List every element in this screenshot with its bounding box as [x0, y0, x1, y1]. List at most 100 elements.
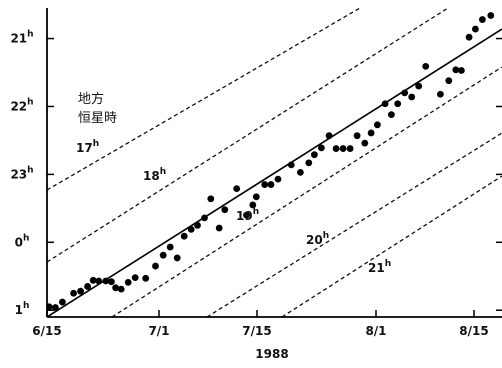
data-point [479, 16, 486, 23]
data-point [207, 195, 215, 203]
data-point [274, 175, 282, 183]
data-point [472, 25, 479, 33]
data-point [353, 132, 361, 140]
data-point [124, 278, 132, 286]
reference-line-sup: h [93, 139, 99, 149]
reference-line [206, 132, 502, 317]
data-point [233, 185, 241, 193]
data-point [332, 145, 340, 152]
reference-line-label: 20h [306, 231, 329, 247]
data-point [458, 67, 465, 74]
line-labels: 17h 18h 19h 20h 21h [76, 139, 391, 275]
data-point [166, 243, 174, 251]
data-point [311, 151, 318, 159]
data-point [267, 181, 275, 188]
data-point [437, 90, 444, 98]
legend-line-1: 地方 [78, 91, 104, 107]
reference-line-label: 17h [76, 139, 99, 155]
data-point [117, 285, 125, 293]
data-point [297, 168, 304, 176]
reference-lines [47, 8, 502, 317]
data-point [59, 298, 66, 306]
data-point [388, 111, 395, 119]
data-point [221, 206, 229, 214]
data-point [77, 287, 84, 295]
y-tick-label: 22h [10, 97, 33, 113]
x-tick-label: 7/15 [242, 324, 271, 338]
y-tick-label: 23h [10, 165, 33, 181]
x-axis-title: 1988 [255, 347, 288, 361]
data-point [89, 276, 97, 284]
data-point [305, 159, 313, 167]
data-point [142, 274, 150, 282]
reference-line-sup: h [385, 259, 391, 269]
y-tick-label: 21h [10, 30, 33, 46]
plot-frame [46, 8, 502, 318]
data-point [346, 145, 354, 152]
data-point [215, 224, 223, 232]
y-tick-sup: h [23, 301, 29, 311]
y-tick-label: 0h [15, 233, 30, 249]
y-tick-label: 1h [15, 301, 30, 317]
data-point [415, 82, 423, 90]
x-tick-label: 8/15 [459, 324, 488, 338]
data-point [108, 278, 115, 286]
data-point [339, 145, 347, 152]
y-tick-sup: h [27, 97, 33, 107]
legend: 地方 恒星時 [78, 91, 117, 126]
data-point [84, 283, 91, 290]
data-point [361, 139, 369, 147]
reference-line-sup: h [160, 167, 166, 177]
fit-line [47, 28, 502, 317]
data-point [52, 304, 59, 311]
reference-line [281, 175, 502, 317]
reference-line-label: 18h [143, 167, 166, 183]
y-tick-sup: h [27, 165, 33, 175]
data-point [318, 144, 325, 152]
x-tick-label: 8/1 [365, 324, 386, 338]
x-tick-label: 6/15 [32, 324, 61, 338]
y-tick-sup: h [23, 233, 29, 243]
y-axis: 21h 22h 23h 0h 1h [10, 30, 502, 317]
reference-line [47, 8, 361, 191]
reference-line-sup: h [253, 207, 259, 217]
fit-line-group [47, 28, 502, 317]
reference-line [47, 8, 449, 263]
data-point [47, 303, 53, 311]
data-point [374, 121, 381, 129]
data-point [112, 284, 119, 292]
legend-line-2: 恒星時 [78, 111, 117, 126]
reference-line [111, 66, 502, 317]
data-point [243, 211, 250, 219]
data-point [422, 63, 430, 70]
data-point [152, 262, 159, 270]
data-point [249, 201, 257, 209]
y-tick-sup: h [27, 30, 33, 40]
data-point [408, 93, 416, 101]
data-point [252, 193, 260, 201]
data-point [394, 100, 402, 108]
data-point [201, 214, 208, 222]
reference-line-label: 21h [368, 259, 391, 275]
data-point [180, 232, 188, 240]
data-point [95, 277, 103, 285]
x-tick-label: 7/1 [148, 324, 169, 338]
data-point [445, 77, 453, 85]
data-point [367, 129, 375, 137]
data-point [325, 132, 333, 140]
data-point [194, 221, 201, 229]
data-points [47, 12, 495, 311]
data-point [102, 277, 110, 285]
data-point [381, 100, 389, 108]
data-point [261, 181, 269, 188]
reference-line-label: 19h [236, 207, 259, 223]
data-point [131, 274, 139, 282]
data-point [452, 66, 460, 74]
x-axis: 6/15 7/1 7/15 8/1 8/15 [32, 310, 489, 338]
data-point [287, 161, 295, 169]
data-point [173, 254, 181, 262]
data-point [465, 33, 473, 41]
data-point [487, 12, 495, 19]
